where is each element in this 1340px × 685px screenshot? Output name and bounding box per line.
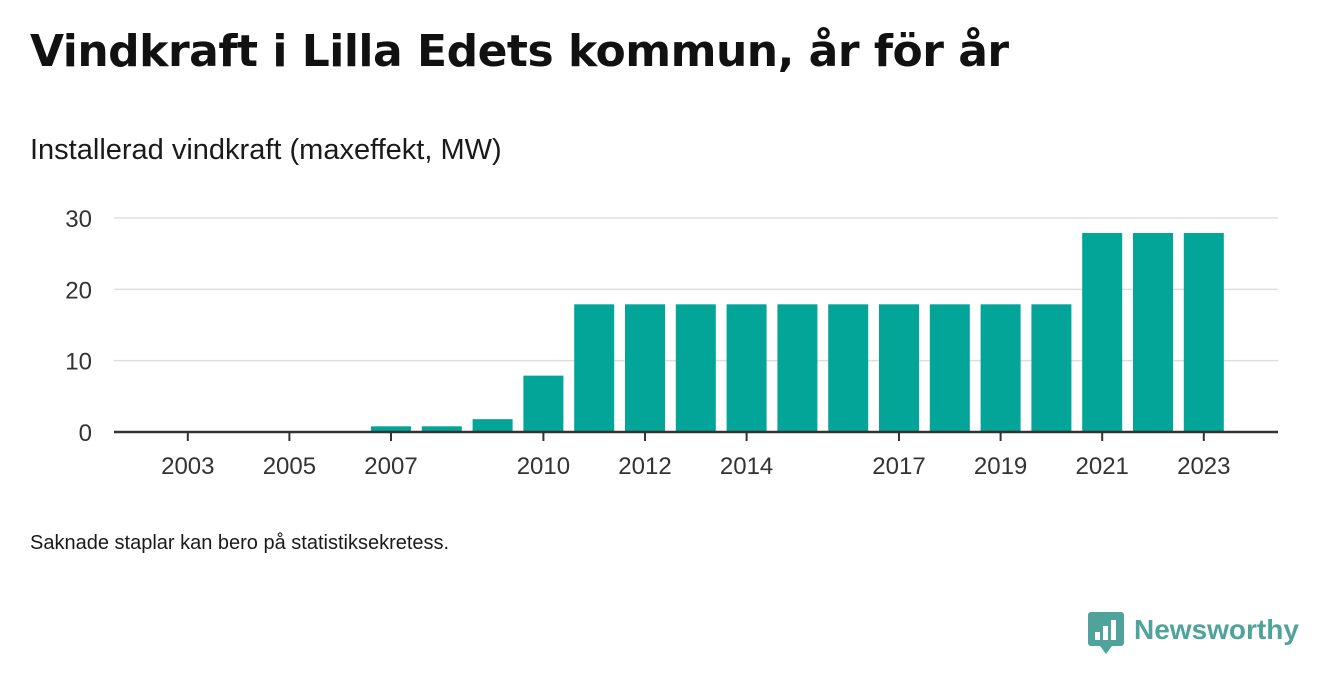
y-tick-label: 0 bbox=[79, 420, 92, 447]
bar-2012 bbox=[625, 304, 665, 432]
x-tick-label: 2021 bbox=[1076, 453, 1129, 480]
x-tick-label: 2007 bbox=[364, 453, 417, 480]
x-tick-label: 2003 bbox=[161, 453, 214, 480]
bar-2007 bbox=[371, 426, 411, 432]
bar-2016 bbox=[828, 304, 869, 432]
x-tick-label: 2005 bbox=[263, 453, 316, 480]
chart-title: Vindkraft i Lilla Edets kommun, år för å… bbox=[30, 26, 1009, 77]
bar-2014 bbox=[726, 304, 767, 432]
bar-2018 bbox=[929, 304, 970, 432]
y-tick-label: 20 bbox=[65, 277, 92, 304]
bar-2011 bbox=[574, 304, 615, 432]
bar-2008 bbox=[421, 426, 462, 432]
y-tick-label: 10 bbox=[65, 349, 92, 376]
y-tick-label: 30 bbox=[65, 206, 92, 233]
x-tick-label: 2010 bbox=[517, 453, 570, 480]
bar-2009 bbox=[472, 419, 513, 432]
chart-subtitle: Installerad vindkraft (maxeffekt, MW) bbox=[30, 134, 502, 166]
bar-2023 bbox=[1183, 232, 1224, 432]
bar-2022 bbox=[1133, 232, 1173, 432]
bar-2019 bbox=[980, 304, 1021, 432]
newsworthy-logo[interactable]: Newsworthy bbox=[1088, 610, 1299, 656]
x-tick-label: 2017 bbox=[872, 453, 925, 480]
bar-2015 bbox=[777, 304, 818, 432]
bar-2017 bbox=[879, 304, 919, 432]
x-tick-label: 2023 bbox=[1177, 453, 1230, 480]
x-tick-label: 2014 bbox=[720, 453, 773, 480]
bar-2020 bbox=[1031, 304, 1072, 432]
x-tick-label: 2012 bbox=[618, 453, 671, 480]
bar-2021 bbox=[1082, 232, 1123, 432]
bar-2010 bbox=[523, 375, 564, 432]
newsworthy-icon bbox=[1088, 612, 1124, 654]
brand-name: Newsworthy bbox=[1134, 614, 1299, 645]
x-tick-label: 2019 bbox=[974, 453, 1027, 480]
footnote: Saknade staplar kan bero på statistiksek… bbox=[30, 532, 450, 554]
bar-2013 bbox=[675, 304, 716, 432]
